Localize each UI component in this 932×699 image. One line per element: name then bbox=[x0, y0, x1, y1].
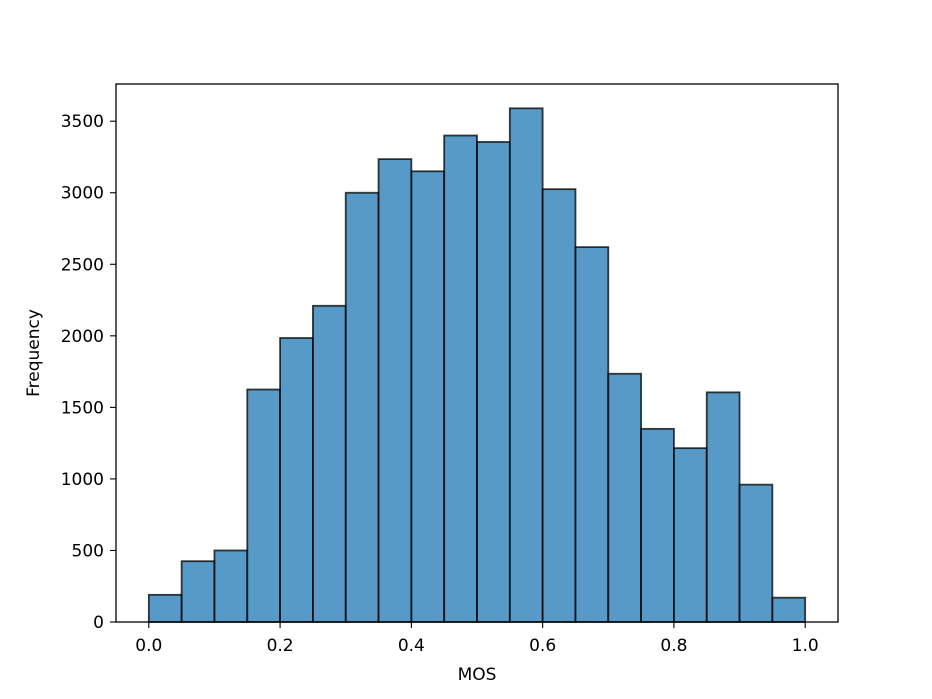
x-tick-label: 0.6 bbox=[529, 636, 556, 656]
histogram-bar bbox=[541, 188, 577, 623]
histogram-bar bbox=[377, 158, 413, 623]
histogram-bar bbox=[246, 388, 281, 623]
histogram-bar bbox=[147, 593, 183, 623]
histogram-bar bbox=[312, 304, 347, 623]
y-tick-label: 2500 bbox=[61, 255, 104, 275]
histogram-bar bbox=[213, 549, 249, 623]
histogram-bar bbox=[738, 483, 774, 623]
histogram-bar bbox=[673, 447, 708, 623]
histogram-bar bbox=[410, 170, 446, 623]
y-axis-label: Frequency bbox=[24, 309, 44, 397]
x-axis-ticks: 0.0 0.2 0.4 0.6 0.8 1.0 bbox=[135, 622, 819, 656]
y-tick-label: 1500 bbox=[61, 398, 104, 418]
x-axis-label: MOS bbox=[458, 665, 497, 685]
y-tick-label: 0 bbox=[93, 613, 104, 633]
histogram-bar bbox=[443, 134, 478, 623]
y-tick-label: 3000 bbox=[61, 184, 104, 204]
histogram-bar bbox=[705, 391, 741, 623]
histogram-bar bbox=[476, 141, 511, 623]
histogram-bar bbox=[344, 191, 380, 623]
x-tick-label: 0.0 bbox=[135, 636, 162, 656]
x-tick-label: 0.2 bbox=[267, 636, 294, 656]
y-tick-label: 3500 bbox=[61, 112, 104, 132]
histogram-bar bbox=[574, 246, 610, 623]
y-axis-ticks: 0 500 1000 1500 2000 2500 3000 3500 bbox=[61, 112, 116, 633]
histogram-bar bbox=[771, 596, 807, 623]
y-tick-label: 1000 bbox=[61, 470, 104, 490]
histogram-bar bbox=[640, 427, 675, 623]
x-tick-label: 0.8 bbox=[660, 636, 687, 656]
histogram-bar bbox=[180, 560, 216, 623]
bars-group bbox=[147, 107, 807, 623]
y-tick-label: 500 bbox=[72, 541, 104, 561]
plot-frame bbox=[115, 83, 839, 623]
histogram-bar bbox=[607, 372, 642, 623]
histogram-bar bbox=[279, 337, 314, 623]
y-tick-label: 2000 bbox=[61, 327, 104, 347]
x-tick-label: 0.4 bbox=[398, 636, 425, 656]
histogram-bar bbox=[508, 107, 544, 623]
x-tick-label: 1.0 bbox=[792, 636, 819, 656]
